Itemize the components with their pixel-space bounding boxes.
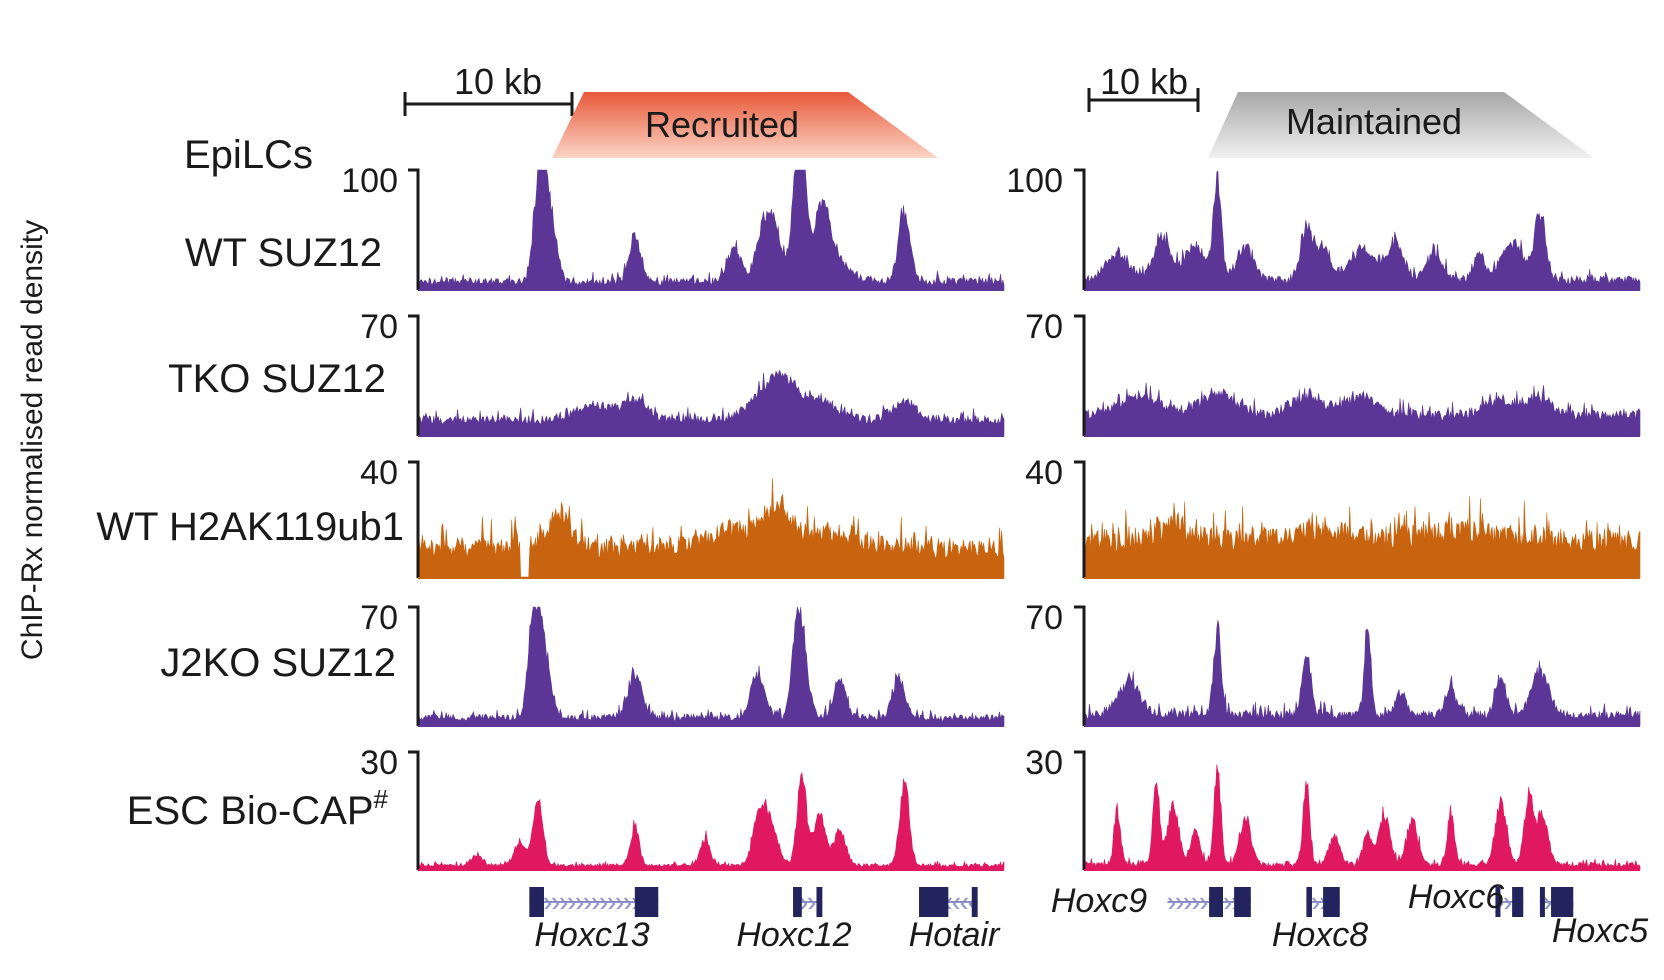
signal-area-wt-h2ak119ub1-right xyxy=(1083,496,1641,579)
gene-exon-hoxc5-1 xyxy=(1551,887,1574,917)
cell-type-label: EpiLCs xyxy=(184,133,313,177)
y-tick-label-j2ko-suz12-right: 70 xyxy=(1025,599,1063,637)
signal-area-j2ko-suz12-left xyxy=(417,606,1005,727)
y-tick-label-tko-suz12-right: 70 xyxy=(1025,308,1063,346)
signal-area-tko-suz12-left xyxy=(417,369,1005,437)
gene-hoxc12: Hoxc12 xyxy=(736,887,852,954)
right-scale-bar-label: 10 kb xyxy=(1100,61,1188,102)
signal-area-wt-suz12-right xyxy=(1083,170,1641,291)
y-axis-title: ChIP-Rx normalised read density xyxy=(16,220,49,660)
tracks-layer: 100 100 70 70 40 40 70 70 30 30 xyxy=(341,162,1641,871)
gene-hoxc8: Hoxc8 xyxy=(1272,887,1368,954)
gene-exon-hotair-1 xyxy=(971,887,978,917)
recruited-banner: Recruited xyxy=(552,92,938,158)
gene-label-hoxc6: Hoxc6 xyxy=(1408,878,1504,916)
track-label-superscript: # xyxy=(374,784,389,814)
gene-exon-hoxc13-1 xyxy=(634,887,659,917)
gene-hotair: Hotair xyxy=(909,887,1001,954)
y-axis-wt-h2ak119ub1-right xyxy=(1074,460,1086,578)
signal-area-wt-suz12-left xyxy=(417,169,1005,291)
y-axis-esc-bio-cap-left xyxy=(408,750,420,870)
gene-exon-hoxc6-0 xyxy=(1495,887,1501,917)
y-tick-label-esc-bio-cap-left: 30 xyxy=(360,744,398,782)
gene-hoxc13: Hoxc13 xyxy=(529,887,659,954)
gene-exon-hoxc9-1 xyxy=(1234,887,1251,917)
maintained-banner: Maintained xyxy=(1208,92,1594,158)
signal-area-j2ko-suz12-right xyxy=(1083,619,1641,727)
gene-exon-hoxc6-1 xyxy=(1512,887,1524,917)
y-tick-label-j2ko-suz12-left: 70 xyxy=(360,599,398,637)
gene-exon-hoxc8-1 xyxy=(1323,887,1340,917)
track-esc-bio-cap-right: 30 xyxy=(1025,744,1641,871)
signal-area-esc-bio-cap-left xyxy=(417,771,1005,871)
gene-label-hotair: Hotair xyxy=(909,916,1001,954)
gene-hoxc9: Hoxc9 xyxy=(1051,882,1251,920)
track-label-wt-suz12: WT SUZ12 xyxy=(185,231,382,275)
gene-exon-hoxc8-0 xyxy=(1306,887,1312,917)
gene-label-hoxc12: Hoxc12 xyxy=(736,916,851,954)
gene-exon-hotair-0 xyxy=(919,887,949,917)
y-axis-wt-h2ak119ub1-left xyxy=(408,460,420,578)
y-axis-j2ko-suz12-left xyxy=(408,605,420,726)
y-tick-label-wt-h2ak119ub1-left: 40 xyxy=(360,454,398,492)
signal-area-tko-suz12-right xyxy=(1083,382,1641,437)
y-axis-tko-suz12-left xyxy=(408,314,420,436)
track-wt-h2ak119ub1-left: 40 xyxy=(360,454,1005,579)
y-axis-wt-suz12-right xyxy=(1074,168,1086,290)
y-axis-tko-suz12-right xyxy=(1074,314,1086,436)
signal-area-esc-bio-cap-right xyxy=(1083,764,1641,871)
y-tick-label-wt-suz12-left: 100 xyxy=(341,162,398,200)
gene-hoxc5: Hoxc5 xyxy=(1539,887,1648,950)
gene-exon-hoxc9-0 xyxy=(1209,887,1223,917)
track-label-j2ko-suz12: J2KO SUZ12 xyxy=(160,641,396,685)
track-wt-h2ak119ub1-right: 40 xyxy=(1025,454,1641,579)
signal-area-wt-h2ak119ub1-left xyxy=(417,478,1005,579)
y-axis-wt-suz12-left xyxy=(408,168,420,290)
left-scale-bar: 10 kb xyxy=(403,61,574,116)
gene-exon-hoxc12-0 xyxy=(793,887,802,917)
track-label-tko-suz12: TKO SUZ12 xyxy=(168,357,386,401)
y-tick-label-wt-suz12-right: 100 xyxy=(1006,162,1063,200)
y-tick-label-esc-bio-cap-right: 30 xyxy=(1025,744,1063,782)
y-axis-esc-bio-cap-right xyxy=(1074,750,1086,870)
track-tko-suz12-left: 70 xyxy=(360,308,1005,437)
gene-label-hoxc9: Hoxc9 xyxy=(1051,882,1147,920)
y-tick-label-wt-h2ak119ub1-right: 40 xyxy=(1025,454,1063,492)
gene-label-hoxc8: Hoxc8 xyxy=(1272,916,1368,954)
gene-label-hoxc5: Hoxc5 xyxy=(1552,912,1648,950)
track-j2ko-suz12-left: 70 xyxy=(360,599,1005,727)
gene-label-hoxc13: Hoxc13 xyxy=(534,916,649,954)
track-label-wt-h2ak119ub1: WT H2AK119ub1 xyxy=(96,505,404,549)
maintained-banner-label: Maintained xyxy=(1286,101,1462,142)
gene-exon-hoxc12-1 xyxy=(816,887,823,917)
track-tko-suz12-right: 70 xyxy=(1025,308,1641,437)
recruited-banner-label: Recruited xyxy=(645,104,799,145)
right-scale-bar: 10 kb xyxy=(1087,61,1200,112)
gene-exon-hoxc13-0 xyxy=(529,887,544,917)
track-wt-suz12-left: 100 xyxy=(341,162,1005,291)
y-tick-label-tko-suz12-left: 70 xyxy=(360,308,398,346)
track-esc-bio-cap-left: 30 xyxy=(360,744,1005,871)
track-label-esc-bio-cap: ESC Bio-CAP# xyxy=(127,784,389,833)
gene-hoxc6: Hoxc6 xyxy=(1408,878,1524,917)
track-label-esc-bio-cap-text: ESC Bio-CAP xyxy=(127,789,374,833)
y-axis-j2ko-suz12-right xyxy=(1074,605,1086,726)
left-scale-bar-label: 10 kb xyxy=(454,61,542,102)
gene-exon-hoxc5-0 xyxy=(1539,887,1545,917)
track-wt-suz12-right: 100 xyxy=(1006,162,1641,291)
genes-layer: Hoxc13 Hoxc12 Hotair Hoxc9 Hoxc8 Hoxc6 Hoxc5 xyxy=(529,878,1648,954)
track-j2ko-suz12-right: 70 xyxy=(1025,599,1641,727)
